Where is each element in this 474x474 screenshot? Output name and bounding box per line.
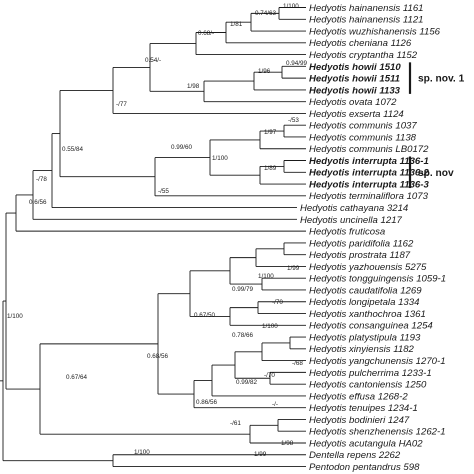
- taxon-label: Hedyotis bodinieri 1247: [309, 415, 410, 426]
- support-value: 0.99/79: [232, 286, 254, 293]
- taxon-label: Hedyotis communis 1138: [309, 132, 417, 143]
- support-value: 0.6/56: [29, 199, 47, 206]
- support-value: -/53: [288, 117, 299, 124]
- taxon-label: Dentella repens 2262: [309, 450, 401, 461]
- taxon-label: Hedyotis pulcherrima 1233-1: [309, 368, 432, 379]
- support-value: -/70: [272, 299, 283, 306]
- support-value: -/78: [36, 176, 47, 183]
- support-value: 0.67/50: [194, 312, 216, 319]
- taxon-label: Hedyotis paridifolia 1162: [309, 238, 414, 249]
- support-value: 0.55/84: [62, 146, 84, 153]
- taxon-label: Hedyotis cheniana 1126: [309, 38, 412, 49]
- support-value: 1/97: [264, 129, 277, 136]
- taxon-label: Hedyotis communis 1037: [309, 121, 417, 132]
- taxon-label: Hedyotis terminaliflora 1073: [309, 191, 429, 202]
- taxon-label: Hedyotis caudatifolia 1269: [309, 285, 422, 296]
- taxon-label: Pentodon pentandrus 598: [309, 462, 420, 473]
- taxon-label: Hedyotis hainanensis 1121: [309, 15, 424, 26]
- support-value: 0.99/60: [171, 144, 193, 151]
- taxon-label: Hedyotis communis LB0172: [309, 144, 429, 155]
- support-value: 0.94/99: [286, 60, 308, 67]
- clade-label: sp. nov: [418, 168, 454, 179]
- support-value: 0.78/66: [232, 332, 254, 339]
- taxon-label: Hedyotis yangchunensis 1270-1: [309, 356, 446, 367]
- support-value: 0.68/56: [147, 353, 169, 360]
- support-value: -/55: [158, 188, 169, 195]
- support-value: 1/81: [230, 21, 243, 28]
- support-value: 0.54/-: [145, 57, 161, 64]
- taxon-label: Hedyotis hainanensis 1161: [309, 3, 424, 14]
- taxon-label: Hedyotis fruticosa: [309, 227, 385, 238]
- support-value: 0.74/63: [255, 10, 277, 17]
- taxon-label: Hedyotis howii 1133: [309, 85, 401, 96]
- taxon-label: Hedyotis exserta 1124: [309, 109, 404, 120]
- taxon-label: Hedyotis longipetala 1334: [309, 297, 419, 308]
- taxon-label: Hedyotis howii 1510: [309, 62, 401, 73]
- taxon-label: Hedyotis interrupta 1136-3: [309, 179, 429, 190]
- support-value: 1/100: [212, 155, 228, 162]
- taxon-label: Hedyotis xinyiensis 1182: [309, 344, 415, 355]
- support-value: 1/98: [187, 83, 200, 90]
- support-value: 0.86/56: [196, 399, 218, 406]
- support-value: -/61: [230, 420, 241, 427]
- support-value: 0.68/-: [198, 30, 214, 37]
- support-value: -/70: [264, 372, 275, 379]
- taxon-label: Hedyotis cryptantha 1152: [309, 50, 418, 61]
- taxon-label: Hedyotis shenzhenensis 1262-1: [309, 427, 446, 438]
- support-value: 0.67/64: [66, 374, 88, 381]
- support-value: -/77: [116, 101, 127, 108]
- taxon-label: Hedyotis yazhouensis 5275: [309, 262, 427, 273]
- taxon-label: Hedyotis acutangula HA02: [309, 438, 423, 449]
- support-value: 0.99/82: [236, 379, 258, 386]
- clade-label: sp. nov. 1: [418, 74, 465, 85]
- support-value: -/-: [272, 401, 278, 408]
- support-value: 1/100: [258, 273, 274, 280]
- taxon-label: Hedyotis ovata 1072: [309, 97, 397, 108]
- taxon-label: Hedyotis prostrata 1187: [309, 250, 411, 261]
- taxon-label: Hedyotis consanguinea 1254: [309, 321, 433, 332]
- support-value: 1/89: [264, 165, 277, 172]
- taxon-label: Hedyotis cantoniensis 1250: [309, 380, 427, 391]
- taxon-label: Hedyotis tenuipes 1234-1: [309, 403, 418, 414]
- support-value: 1/98: [281, 440, 294, 447]
- support-value: 1/100: [7, 313, 23, 320]
- taxon-label: Hedyotis uncinella 1217: [300, 215, 403, 226]
- support-value: 1/96: [258, 68, 271, 75]
- taxon-label: Hedyotis tongguingensis 1059-1: [309, 274, 446, 285]
- taxon-label: Hedyotis platystipula 1193: [309, 332, 421, 343]
- taxon-label: Hedyotis effusa 1268-2: [309, 391, 408, 402]
- support-value: 1/100: [134, 449, 150, 456]
- taxon-label: Hedyotis xanthochroa 1361: [309, 309, 426, 320]
- support-value: 1/100: [283, 3, 299, 10]
- taxon-label: Hedyotis interrupta 1136-1: [309, 156, 429, 167]
- support-value: 1/100: [262, 323, 278, 330]
- taxon-label: Hedyotis cathayana 3214: [300, 203, 408, 214]
- support-value: 1/99: [287, 265, 300, 272]
- taxon-label: Hedyotis interrupta 1136-2: [309, 168, 429, 179]
- support-value: -/68: [292, 360, 303, 367]
- taxon-label: Hedyotis wuzhishanensis 1156: [309, 26, 441, 37]
- taxon-label: Hedyotis howii 1511: [309, 74, 400, 85]
- support-value: 1/99: [254, 451, 267, 458]
